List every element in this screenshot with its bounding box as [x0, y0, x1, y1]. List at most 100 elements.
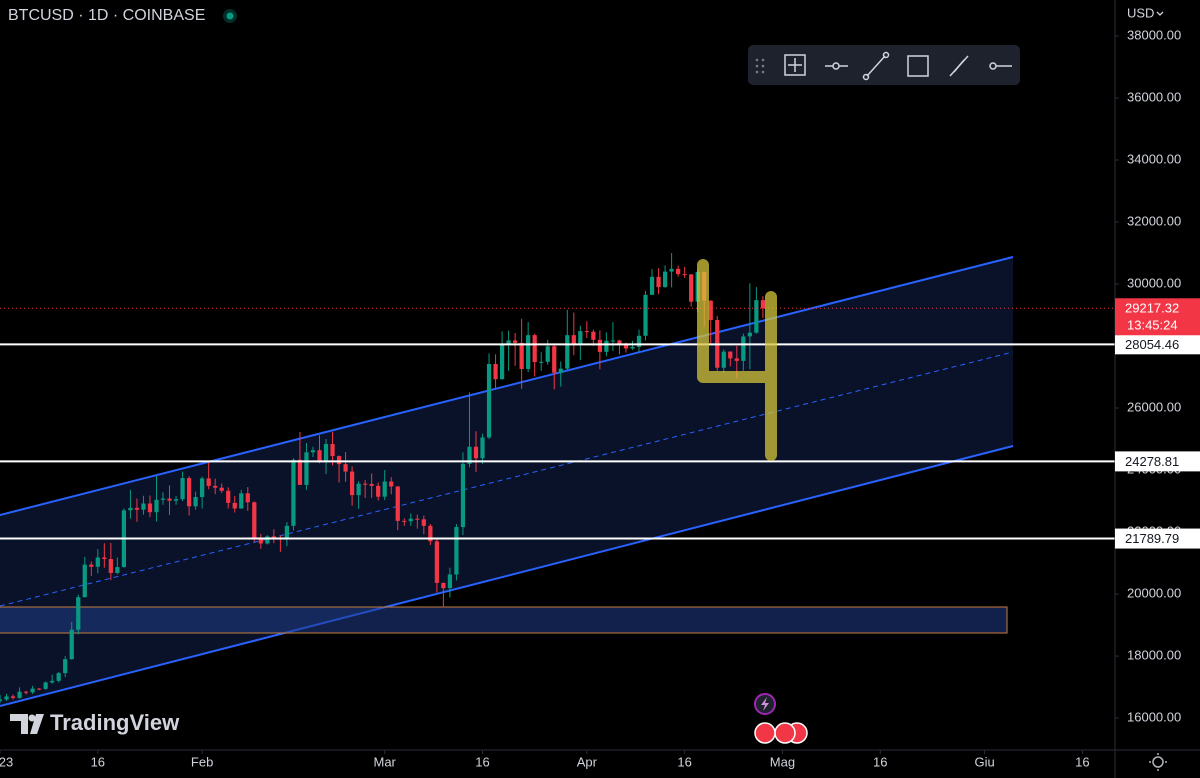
- candle-body: [376, 485, 381, 497]
- candle-body: [369, 483, 374, 486]
- x-tick-label: 16: [873, 754, 887, 769]
- y-tick-label: 18000.00: [1127, 647, 1181, 662]
- candle-body: [10, 696, 16, 698]
- candle-body: [167, 498, 172, 501]
- candle-body: [17, 691, 22, 698]
- market-status-dot: [226, 12, 234, 20]
- candle-body: [493, 363, 498, 380]
- candle-body: [708, 300, 713, 320]
- candle-body: [662, 271, 668, 288]
- watermark-text: TradingView: [50, 710, 180, 735]
- candle-body: [50, 680, 55, 683]
- candle-body: [82, 564, 87, 598]
- candle-body: [682, 274, 687, 276]
- candle-body: [310, 450, 316, 453]
- candle-body: [271, 536, 276, 539]
- candle-body: [447, 574, 453, 589]
- candle-body: [610, 340, 616, 342]
- level-label: 21789.79: [1125, 531, 1179, 546]
- candle-body: [108, 559, 113, 573]
- candle-body: [141, 503, 146, 510]
- candle-body: [415, 518, 420, 520]
- candle-body: [526, 335, 531, 369]
- channel-upper: [0, 256, 1014, 516]
- candle-body: [245, 493, 250, 503]
- candle-body: [30, 688, 35, 693]
- y-tick-label: 16000.00: [1127, 710, 1181, 725]
- candle-body: [349, 471, 355, 496]
- x-tick-label: 16: [475, 754, 489, 769]
- x-tick-label: 16: [91, 754, 105, 769]
- last-price-tag: [1115, 298, 1200, 336]
- candle-body: [193, 497, 198, 507]
- candle-body: [200, 478, 205, 498]
- candle-body: [558, 368, 563, 373]
- candle-body: [676, 268, 681, 275]
- candle-body: [336, 456, 342, 465]
- x-tick-label: 23: [0, 754, 13, 769]
- candle-body: [395, 486, 400, 521]
- x-tick-label: Mag: [770, 754, 795, 769]
- candle-body: [56, 673, 61, 681]
- candle-body: [721, 351, 726, 368]
- tool-crosshair[interactable]: [784, 54, 806, 76]
- candle-body: [173, 499, 179, 501]
- event-flag[interactable]: [754, 722, 776, 744]
- candle-body: [428, 525, 433, 542]
- candle-body: [649, 276, 655, 295]
- price-axis: [1115, 0, 1200, 778]
- tool-rectangle[interactable]: [907, 55, 929, 77]
- countdown-label: 13:45:24: [1127, 318, 1178, 333]
- candle-body: [467, 446, 472, 464]
- candle-body: [539, 361, 544, 363]
- y-tick-label: 38000.00: [1127, 27, 1181, 42]
- x-tick-label: Mar: [374, 754, 397, 769]
- candle-body: [291, 459, 296, 526]
- symbol-title: BTCUSD · 1D · COINBASE: [8, 7, 205, 24]
- candle-body: [343, 464, 348, 472]
- candle-body: [232, 502, 237, 509]
- candle-body: [669, 268, 674, 272]
- candle-body: [689, 274, 694, 302]
- candle-body: [408, 518, 413, 522]
- candle-body: [473, 446, 479, 459]
- candle-body: [363, 483, 368, 485]
- candle-body: [330, 443, 335, 457]
- zone-rect: [0, 606, 1008, 634]
- hand-drawn-4: [697, 259, 777, 461]
- candle-body: [623, 344, 629, 349]
- candle-body: [734, 358, 739, 361]
- candle-body: [421, 519, 426, 526]
- level-tag: [1115, 528, 1200, 549]
- currency[interactable]: USD: [1127, 5, 1154, 20]
- candle-body: [506, 340, 511, 345]
- candle-body: [89, 564, 94, 567]
- level-tag: [1115, 451, 1200, 472]
- candle-body: [597, 339, 603, 352]
- candle-body: [213, 485, 218, 488]
- candle-body: [128, 507, 133, 511]
- overlay: [0, 307, 1115, 540]
- candle-body: [434, 541, 439, 583]
- candle-body: [37, 688, 42, 690]
- candle-body: [604, 340, 609, 352]
- settings-icon[interactable]: [1149, 753, 1167, 771]
- candle-body: [323, 443, 329, 461]
- candle-body: [0, 699, 3, 702]
- candle-body: [186, 478, 192, 507]
- candle-body: [754, 300, 759, 333]
- candle-body: [219, 487, 224, 491]
- candle-body: [591, 331, 596, 340]
- y-tick-label: 30000.00: [1127, 275, 1181, 290]
- event-flag[interactable]: [774, 722, 796, 744]
- candle-body: [304, 452, 309, 485]
- axes: 16000.0018000.0020000.0022000.0024000.00…: [0, 27, 1200, 769]
- candle-body: [741, 336, 746, 361]
- candle-body: [382, 481, 387, 497]
- candle-body: [565, 335, 570, 369]
- x-tick-label: 16: [677, 754, 691, 769]
- candle-body: [636, 335, 642, 347]
- tool-trend-line[interactable]: [866, 55, 886, 77]
- candle-body: [252, 502, 257, 539]
